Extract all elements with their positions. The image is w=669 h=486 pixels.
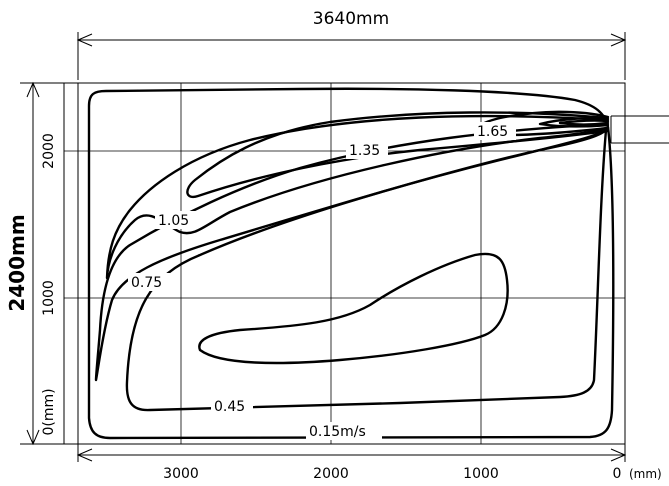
contour-0-45 (125, 128, 608, 412)
x-tick-label: 1000 (463, 466, 499, 482)
air-inlet (610, 115, 669, 144)
contour-labels: 1.65 1.35 1.05 0.75 0.45 0.15m/s (128, 122, 516, 440)
height-label: 2400mm (5, 214, 29, 311)
contour-label: 1.65 (477, 124, 508, 140)
width-dimension: 3640mm (76, 9, 627, 80)
contour-inner-loop (198, 252, 509, 365)
x-axis: 3000 2000 1000 0 (mm) (76, 444, 662, 482)
contour-label: 1.35 (349, 143, 380, 159)
x-tick-label: 2000 (313, 466, 349, 482)
x-tick-label: 0 (613, 466, 622, 482)
y-tick-label: 2000 (41, 133, 57, 169)
contour-jet-core-1 (538, 117, 610, 128)
contour-label: 1.05 (158, 213, 189, 229)
x-unit-label: (mm) (629, 467, 662, 481)
contour-1-35 (186, 111, 609, 199)
room-outline (77, 82, 626, 445)
contour-label: 0.75 (131, 275, 162, 291)
contour-label: 0.15m/s (309, 424, 366, 440)
contour-label: 0.45 (214, 399, 245, 415)
y-tick-label: 1000 (41, 280, 57, 316)
height-dimension: 2400mm (5, 81, 78, 446)
velocity-contours (87, 87, 615, 440)
y-tick-label: 0(mm) (41, 388, 57, 435)
contour-jet-core-2 (558, 119, 610, 126)
y-axis: 2000 1000 0(mm) (41, 83, 65, 444)
contour-0-75 (94, 122, 608, 382)
contour-0-15 (87, 87, 615, 440)
x-tick-label: 3000 (163, 466, 199, 482)
width-label: 3640mm (313, 9, 389, 29)
